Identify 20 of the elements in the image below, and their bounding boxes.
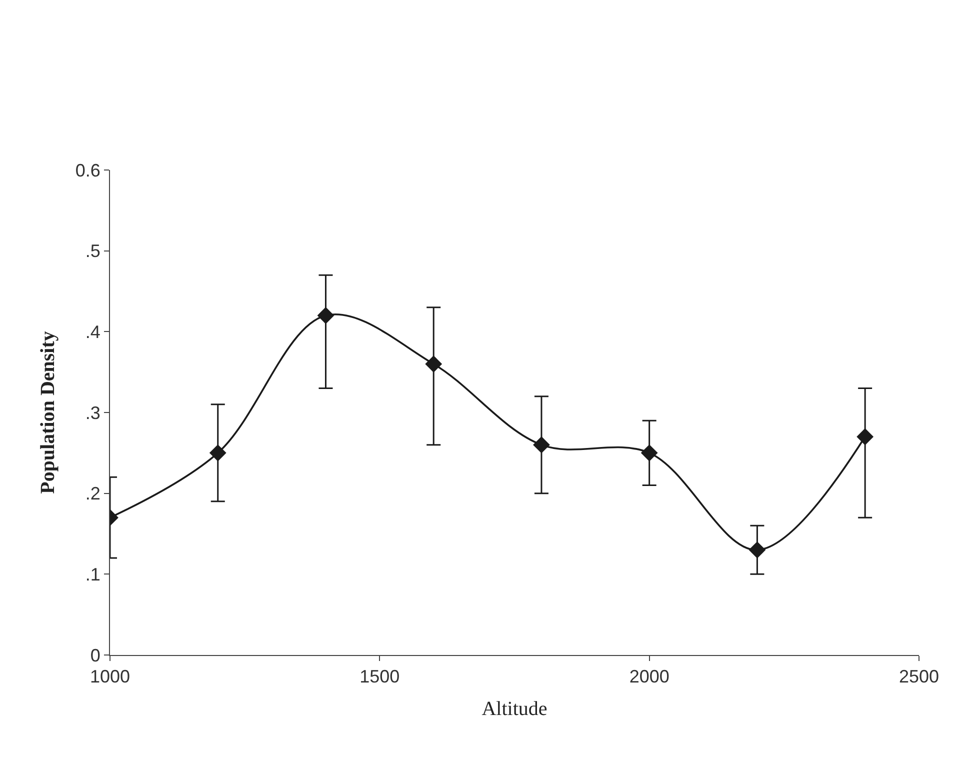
- x-tick-label: 2000: [629, 666, 670, 687]
- y-axis-title: Population Density: [36, 331, 59, 494]
- x-tick-label: 1500: [360, 666, 400, 687]
- y-tick-label: .4: [85, 322, 100, 342]
- point: [856, 428, 874, 446]
- y-tick-label: .5: [85, 241, 100, 262]
- point: [425, 356, 442, 372]
- y-tick-label: .1: [85, 564, 100, 584]
- point: [209, 444, 226, 462]
- y-tick-label: .3: [85, 402, 100, 423]
- point: [748, 541, 766, 558]
- y-tick-label: 0: [90, 645, 100, 666]
- point: [533, 436, 550, 454]
- point: [640, 444, 658, 462]
- y-tick-label: .2: [85, 484, 100, 504]
- x-axis-title: Altitude: [482, 698, 548, 720]
- point: [317, 307, 334, 324]
- x-tick-label: 2500: [898, 666, 940, 687]
- x-tick-label: 1000: [90, 666, 130, 687]
- y-tick-label: 0.6: [75, 160, 100, 180]
